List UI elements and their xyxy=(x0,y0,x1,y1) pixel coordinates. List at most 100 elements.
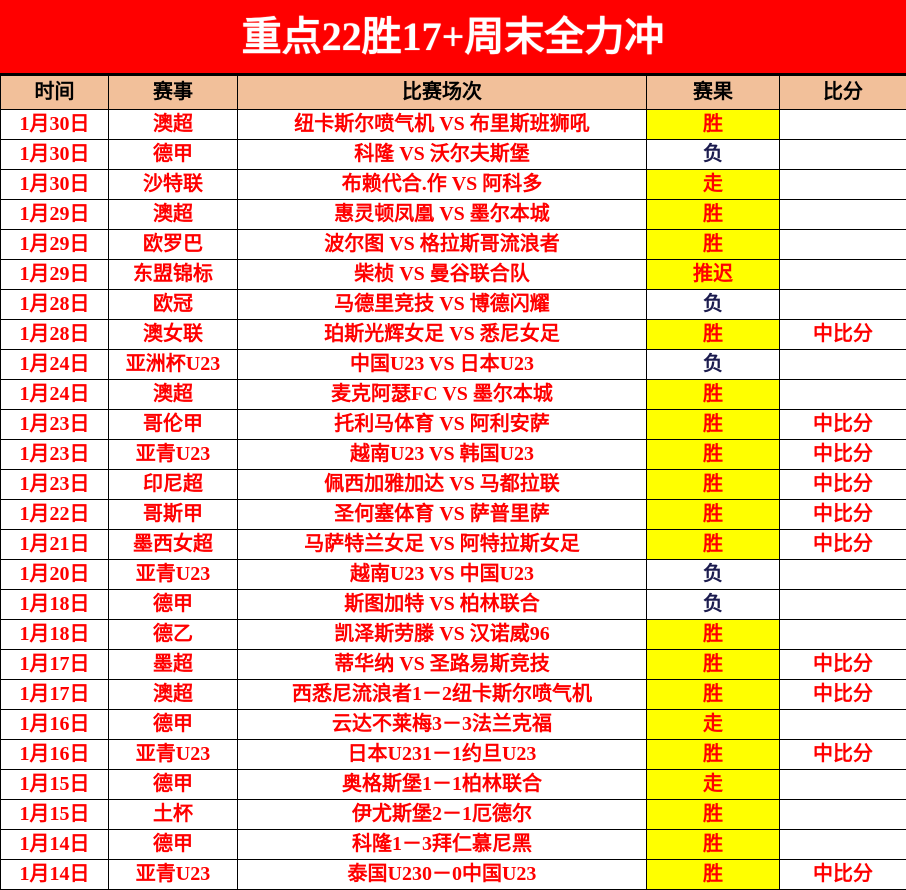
cell-time: 1月30日 xyxy=(1,170,109,200)
cell-league: 德甲 xyxy=(109,770,238,800)
table-row: 1月29日澳超惠灵顿凤凰 VS 墨尔本城胜 xyxy=(1,200,906,230)
table-row: 1月29日东盟锦标柴桢 VS 曼谷联合队推迟 xyxy=(1,260,906,290)
cell-result: 胜 xyxy=(647,860,780,890)
cell-time: 1月28日 xyxy=(1,320,109,350)
column-header-result: 赛果 xyxy=(647,76,780,110)
cell-score xyxy=(780,800,906,830)
cell-match: 越南U23 VS 中国U23 xyxy=(238,560,647,590)
title-banner: 重点22胜17+周末全力冲 xyxy=(0,0,906,75)
cell-league: 德甲 xyxy=(109,140,238,170)
cell-result: 胜 xyxy=(647,530,780,560)
column-header-time: 时间 xyxy=(1,76,109,110)
cell-result: 负 xyxy=(647,590,780,620)
cell-match: 圣何塞体育 VS 萨普里萨 xyxy=(238,500,647,530)
cell-league: 哥伦甲 xyxy=(109,410,238,440)
cell-match: 日本U231－1约旦U23 xyxy=(238,740,647,770)
cell-league: 东盟锦标 xyxy=(109,260,238,290)
cell-time: 1月15日 xyxy=(1,770,109,800)
cell-league: 欧冠 xyxy=(109,290,238,320)
table-row: 1月17日墨超蒂华纳 VS 圣路易斯竞技胜中比分 xyxy=(1,650,906,680)
cell-time: 1月29日 xyxy=(1,200,109,230)
cell-league: 墨超 xyxy=(109,650,238,680)
cell-time: 1月22日 xyxy=(1,500,109,530)
cell-score xyxy=(780,140,906,170)
cell-score: 中比分 xyxy=(780,470,906,500)
cell-result: 胜 xyxy=(647,230,780,260)
cell-league: 墨西女超 xyxy=(109,530,238,560)
cell-league: 亚青U23 xyxy=(109,560,238,590)
cell-match: 布赖代合.作 VS 阿科多 xyxy=(238,170,647,200)
cell-score: 中比分 xyxy=(780,500,906,530)
table-row: 1月30日澳超纽卡斯尔喷气机 VS 布里斯班狮吼胜 xyxy=(1,110,906,140)
cell-match: 斯图加特 VS 柏林联合 xyxy=(238,590,647,620)
cell-match: 奥格斯堡1－1柏林联合 xyxy=(238,770,647,800)
cell-league: 德甲 xyxy=(109,590,238,620)
cell-result: 胜 xyxy=(647,680,780,710)
cell-league: 土杯 xyxy=(109,800,238,830)
cell-match: 麦克阿瑟FC VS 墨尔本城 xyxy=(238,380,647,410)
cell-time: 1月23日 xyxy=(1,470,109,500)
cell-match: 马德里竞技 VS 博德闪耀 xyxy=(238,290,647,320)
table-row: 1月30日德甲科隆 VS 沃尔夫斯堡负 xyxy=(1,140,906,170)
table-row: 1月16日德甲云达不莱梅3－3法兰克福走 xyxy=(1,710,906,740)
cell-result: 胜 xyxy=(647,440,780,470)
cell-time: 1月14日 xyxy=(1,860,109,890)
cell-score: 中比分 xyxy=(780,530,906,560)
cell-score: 中比分 xyxy=(780,440,906,470)
cell-match: 中国U23 VS 日本U23 xyxy=(238,350,647,380)
cell-result: 胜 xyxy=(647,200,780,230)
cell-match: 科隆1－3拜仁慕尼黑 xyxy=(238,830,647,860)
cell-league: 印尼超 xyxy=(109,470,238,500)
cell-match: 珀斯光辉女足 VS 悉尼女足 xyxy=(238,320,647,350)
cell-match: 蒂华纳 VS 圣路易斯竞技 xyxy=(238,650,647,680)
cell-match: 伊尤斯堡2－1厄德尔 xyxy=(238,800,647,830)
cell-time: 1月17日 xyxy=(1,680,109,710)
cell-match: 凯泽斯劳滕 VS 汉诺威96 xyxy=(238,620,647,650)
cell-time: 1月23日 xyxy=(1,410,109,440)
table-header: 时间 赛事 比赛场次 赛果 比分 xyxy=(1,76,906,110)
cell-score xyxy=(780,620,906,650)
cell-league: 沙特联 xyxy=(109,170,238,200)
cell-score: 中比分 xyxy=(780,320,906,350)
cell-match: 云达不莱梅3－3法兰克福 xyxy=(238,710,647,740)
column-header-league: 赛事 xyxy=(109,76,238,110)
cell-score xyxy=(780,170,906,200)
cell-match: 纽卡斯尔喷气机 VS 布里斯班狮吼 xyxy=(238,110,647,140)
table-row: 1月21日墨西女超马萨特兰女足 VS 阿特拉斯女足胜中比分 xyxy=(1,530,906,560)
table-row: 1月28日澳女联珀斯光辉女足 VS 悉尼女足胜中比分 xyxy=(1,320,906,350)
cell-time: 1月21日 xyxy=(1,530,109,560)
cell-league: 澳超 xyxy=(109,110,238,140)
cell-league: 德甲 xyxy=(109,710,238,740)
header-row: 时间 赛事 比赛场次 赛果 比分 xyxy=(1,76,906,110)
cell-result: 负 xyxy=(647,350,780,380)
cell-score: 中比分 xyxy=(780,680,906,710)
cell-score xyxy=(780,770,906,800)
table-row: 1月23日印尼超佩西加雅加达 VS 马都拉联胜中比分 xyxy=(1,470,906,500)
cell-time: 1月24日 xyxy=(1,350,109,380)
cell-match: 西悉尼流浪者1－2纽卡斯尔喷气机 xyxy=(238,680,647,710)
cell-time: 1月29日 xyxy=(1,260,109,290)
cell-match: 惠灵顿凤凰 VS 墨尔本城 xyxy=(238,200,647,230)
cell-time: 1月24日 xyxy=(1,380,109,410)
cell-match: 科隆 VS 沃尔夫斯堡 xyxy=(238,140,647,170)
table-row: 1月17日澳超西悉尼流浪者1－2纽卡斯尔喷气机胜中比分 xyxy=(1,680,906,710)
cell-league: 澳超 xyxy=(109,200,238,230)
cell-time: 1月29日 xyxy=(1,230,109,260)
cell-result: 胜 xyxy=(647,800,780,830)
cell-result: 负 xyxy=(647,560,780,590)
cell-result: 走 xyxy=(647,170,780,200)
cell-match: 越南U23 VS 韩国U23 xyxy=(238,440,647,470)
cell-score: 中比分 xyxy=(780,410,906,440)
cell-result: 胜 xyxy=(647,110,780,140)
cell-result: 负 xyxy=(647,140,780,170)
cell-score: 中比分 xyxy=(780,860,906,890)
cell-league: 澳超 xyxy=(109,380,238,410)
cell-result: 胜 xyxy=(647,620,780,650)
table-row: 1月24日澳超麦克阿瑟FC VS 墨尔本城胜 xyxy=(1,380,906,410)
cell-score: 中比分 xyxy=(780,740,906,770)
page-title: 重点22胜17+周末全力冲 xyxy=(242,17,665,57)
cell-league: 德甲 xyxy=(109,830,238,860)
cell-result: 胜 xyxy=(647,740,780,770)
